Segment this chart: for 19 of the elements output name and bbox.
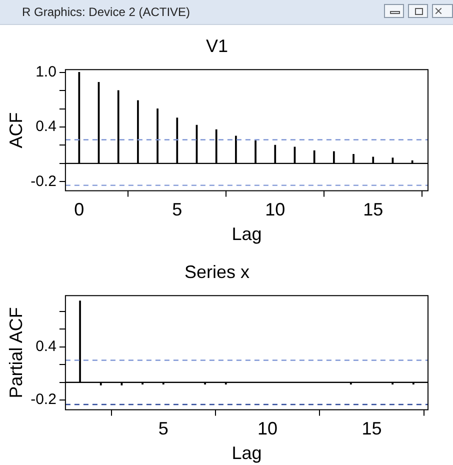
y-tick-label: 1.0 [36, 63, 56, 80]
x-axis-title: Lag [232, 224, 262, 244]
text: R Graphics: Device 2 (ACTIVE) [22, 5, 190, 19]
x-tick-label: 10 [258, 418, 278, 439]
x-tick-label: 5 [158, 418, 168, 439]
x-tick-label: 10 [265, 200, 286, 220]
x-axis-title: Lag [232, 443, 262, 464]
x-tick-label: 0 [74, 200, 84, 220]
y-axis-title: Partial ACF [6, 307, 26, 398]
y-axis-title: ACF [6, 112, 26, 148]
y-tick-label: -0.2 [30, 172, 56, 190]
y-tick-label: 0.4 [36, 118, 56, 136]
y-tick-label: -0.2 [30, 391, 56, 408]
x-tick-label: 15 [363, 200, 384, 220]
x-tick-label: 5 [172, 200, 182, 220]
x-tick-label: 15 [362, 418, 382, 439]
chart-title: Series x [184, 262, 250, 282]
chart-title: V1 [206, 36, 228, 56]
y-tick-label: 0.4 [36, 338, 56, 356]
